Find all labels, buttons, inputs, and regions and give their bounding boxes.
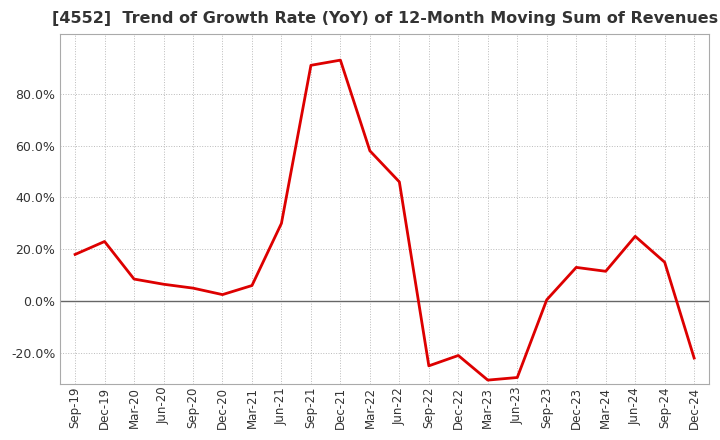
- Title: [4552]  Trend of Growth Rate (YoY) of 12-Month Moving Sum of Revenues: [4552] Trend of Growth Rate (YoY) of 12-…: [52, 11, 718, 26]
